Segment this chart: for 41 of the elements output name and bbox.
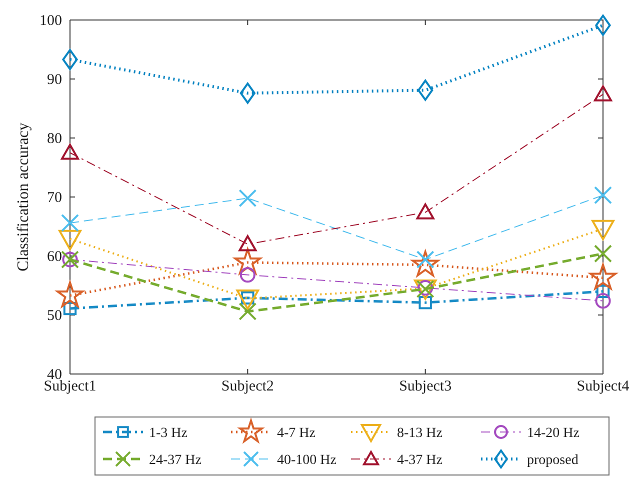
y-tick-label: 70 (47, 190, 62, 206)
x-tick-label: Subject4 (576, 378, 630, 395)
legend-label: 4-7 Hz (277, 426, 316, 441)
legend-label: 14-20 Hz (527, 426, 580, 441)
point (595, 293, 611, 309)
point (594, 186, 612, 204)
point (596, 284, 610, 298)
legend-label: 4-37 Hz (397, 453, 442, 468)
point (595, 14, 611, 36)
point (238, 302, 257, 320)
y-tick-label: 50 (47, 308, 62, 324)
point (61, 144, 79, 160)
y-axis-title: Classification accuracy (15, 122, 32, 272)
legend-label: 8-13 Hz (397, 426, 442, 441)
point (238, 189, 257, 208)
point (416, 203, 434, 220)
legend-label: 24-37 Hz (149, 453, 202, 468)
point (594, 85, 612, 102)
point (238, 235, 257, 252)
point (418, 296, 432, 310)
x-tick-label: Subject3 (399, 378, 452, 395)
y-tick-label: 80 (47, 130, 62, 147)
point (58, 230, 82, 250)
y-tick-label: 60 (47, 248, 62, 265)
point (63, 302, 77, 316)
y-tick-label: 90 (47, 72, 62, 88)
y-tick-label: 100 (40, 12, 62, 29)
legend-label: 40-100 Hz (277, 453, 336, 468)
point (594, 244, 612, 263)
x-tick-label: Subject2 (221, 378, 274, 395)
point (240, 82, 256, 104)
point (236, 289, 260, 310)
legend-label: 1-3 Hz (149, 426, 188, 441)
point (62, 48, 78, 70)
point (240, 267, 256, 283)
point (61, 214, 79, 232)
legend-label: proposed (527, 453, 578, 468)
point (412, 250, 439, 276)
point (418, 80, 434, 101)
point (592, 220, 614, 240)
point (234, 248, 262, 274)
